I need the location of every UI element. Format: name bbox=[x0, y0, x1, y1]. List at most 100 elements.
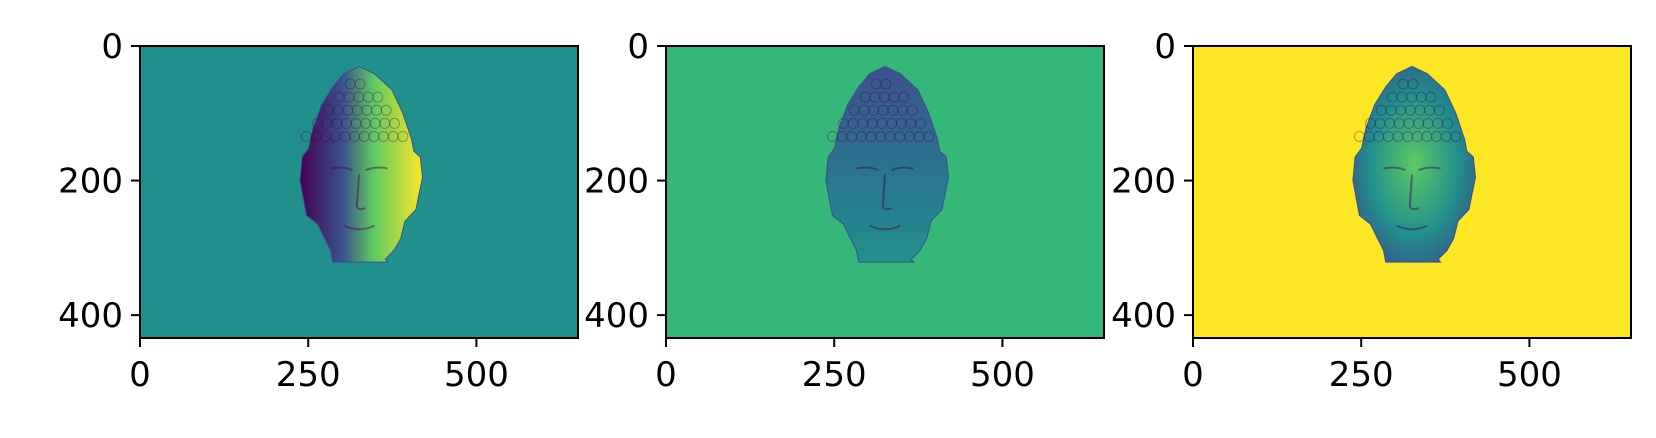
hair-curl bbox=[1422, 117, 1434, 129]
buddha-head-image bbox=[1352, 65, 1477, 263]
hair-curl bbox=[870, 78, 882, 90]
axes-frame bbox=[1192, 45, 1632, 339]
hair-curl bbox=[331, 117, 343, 129]
hair-curl bbox=[1432, 117, 1444, 129]
x-tick-label: 500 bbox=[444, 355, 509, 395]
hair-curl bbox=[869, 91, 881, 103]
hair-curl bbox=[1442, 117, 1453, 129]
hair-curl bbox=[1402, 131, 1414, 142]
nose bbox=[355, 174, 367, 211]
x-tick-label: 0 bbox=[129, 355, 151, 395]
y-tick-label: 200 bbox=[1111, 162, 1176, 202]
hair-curl bbox=[358, 131, 370, 142]
hair-curl bbox=[380, 104, 392, 116]
hair-curl bbox=[880, 78, 892, 90]
axes-frame bbox=[665, 45, 1105, 339]
hair-curl bbox=[875, 131, 887, 142]
hair-curl bbox=[300, 131, 312, 142]
hair-curl bbox=[904, 131, 915, 142]
hair-curl bbox=[915, 117, 926, 129]
y-tick-label: 0 bbox=[101, 27, 123, 67]
hair-curl bbox=[855, 131, 867, 142]
y-tick-label: 200 bbox=[584, 162, 649, 202]
hair-curl bbox=[897, 104, 908, 116]
hair-curl bbox=[1353, 131, 1365, 142]
hair-curl bbox=[1386, 91, 1398, 103]
right-eye bbox=[1418, 166, 1441, 172]
left-eye bbox=[330, 166, 353, 172]
hair-curls bbox=[1353, 78, 1462, 142]
hair-curl bbox=[1384, 117, 1396, 129]
hair-curl bbox=[350, 117, 362, 129]
hair-curl bbox=[1392, 131, 1404, 142]
x-tick-label: 250 bbox=[1329, 355, 1394, 395]
hair-curl bbox=[826, 131, 838, 142]
y-tick-label: 400 bbox=[58, 296, 123, 336]
hair-curl bbox=[1433, 104, 1445, 116]
hair-curl bbox=[1425, 91, 1437, 103]
hair-curl bbox=[1385, 104, 1397, 116]
hair-curl bbox=[837, 117, 849, 129]
y-tick-label: 400 bbox=[584, 296, 649, 336]
hair-curl bbox=[846, 131, 858, 142]
hair-curl bbox=[320, 131, 332, 142]
hair-curl bbox=[362, 91, 374, 103]
subplot-1: 0 250 500 0 200 400 bbox=[58, 27, 579, 395]
hair-curl bbox=[379, 117, 391, 129]
hair-curl bbox=[1395, 104, 1407, 116]
left-eye bbox=[856, 166, 879, 172]
x-tick-label: 500 bbox=[970, 355, 1035, 395]
hair-curl bbox=[1424, 104, 1435, 116]
hair-curl bbox=[332, 104, 344, 116]
hair-curl bbox=[369, 117, 381, 129]
hair-curl bbox=[1375, 104, 1387, 116]
hair-curl bbox=[1364, 117, 1376, 129]
left-eye bbox=[1383, 166, 1406, 172]
buddha-head-image bbox=[299, 65, 424, 263]
y-tick-label: 400 bbox=[1111, 296, 1176, 336]
hair-curl bbox=[1382, 131, 1394, 142]
face-features bbox=[856, 166, 914, 231]
y-tick-label: 0 bbox=[627, 27, 649, 67]
hair-curl bbox=[836, 131, 848, 142]
hair-curl bbox=[1414, 104, 1426, 116]
hair-curl bbox=[847, 117, 859, 129]
hair-curl bbox=[879, 91, 891, 103]
y-tick-label: 0 bbox=[1154, 27, 1176, 67]
hair-curl bbox=[339, 131, 351, 142]
hair-curl bbox=[868, 104, 880, 116]
buddha-head-image bbox=[825, 65, 950, 263]
hair-curl bbox=[1440, 131, 1452, 142]
hair-curl bbox=[371, 104, 382, 116]
x-tick-label: 0 bbox=[655, 355, 677, 395]
hair-curl bbox=[1415, 91, 1427, 103]
nose bbox=[881, 174, 893, 211]
hair-curl bbox=[322, 104, 334, 116]
hair-curl bbox=[372, 91, 384, 103]
hair-curl bbox=[333, 91, 345, 103]
hair-curl bbox=[353, 91, 365, 103]
hair-curl bbox=[310, 131, 322, 142]
hair-curl bbox=[886, 117, 898, 129]
right-eye bbox=[891, 166, 914, 172]
hair-curl bbox=[360, 117, 372, 129]
hair-curl bbox=[1413, 117, 1425, 129]
hair-curl bbox=[1411, 131, 1423, 142]
mouth bbox=[869, 224, 901, 231]
hair-curl bbox=[923, 131, 935, 142]
hair-curl bbox=[368, 131, 380, 142]
hair-curl bbox=[894, 131, 906, 142]
hair-curl bbox=[877, 104, 889, 116]
hair-curl bbox=[1404, 104, 1416, 116]
hair-curl bbox=[898, 91, 910, 103]
face-features bbox=[1383, 166, 1441, 231]
hair-curl bbox=[397, 131, 409, 142]
hair-curl bbox=[848, 104, 860, 116]
hair-curl bbox=[1421, 131, 1433, 142]
hair-curl bbox=[884, 131, 896, 142]
hair-curl bbox=[1373, 131, 1385, 142]
hair-curl bbox=[857, 117, 869, 129]
hair-curl bbox=[1393, 117, 1405, 129]
y-tick-label: 200 bbox=[58, 162, 123, 202]
